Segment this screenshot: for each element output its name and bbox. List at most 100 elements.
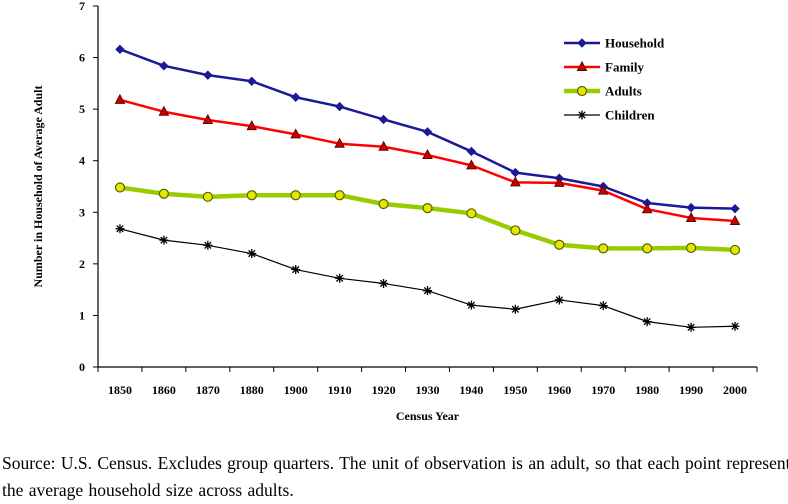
children-point	[335, 273, 345, 283]
adults-point	[466, 208, 477, 219]
y-tick-label: 6	[79, 51, 85, 65]
children-point	[554, 295, 564, 305]
x-tick-label: 1900	[284, 383, 308, 397]
x-tick-label: 2000	[723, 383, 747, 397]
household-point	[115, 44, 125, 55]
children-point	[510, 304, 520, 314]
x-tick-labels: 1850 1860 1870 1880 1900 1910 1920 1930 1940 1950…	[108, 383, 747, 397]
household-point	[510, 167, 521, 178]
adults-point	[290, 190, 301, 201]
children-point	[686, 322, 696, 332]
legend-item-household: Household	[564, 36, 665, 51]
family-point	[158, 105, 170, 116]
x-tick-label: 1860	[152, 383, 176, 397]
family-point	[729, 214, 741, 226]
legend-label: Household	[605, 36, 665, 51]
x-tick-label: 1960	[547, 383, 571, 397]
adults-point	[378, 198, 389, 210]
adults-point	[334, 190, 345, 201]
children-line	[119, 228, 736, 328]
family-point	[685, 211, 697, 222]
family-point	[290, 128, 302, 139]
x-tick-label: 1910	[328, 383, 352, 397]
children-point	[466, 300, 476, 310]
family-point	[641, 203, 653, 214]
series-children	[115, 224, 740, 332]
family-point	[334, 137, 345, 148]
x-tick-label: 1930	[416, 383, 440, 397]
chart-axes	[93, 5, 758, 372]
adults-point	[422, 203, 433, 214]
children-point	[159, 235, 169, 245]
adults-point	[202, 191, 213, 202]
y-tick-label: 1	[79, 308, 85, 322]
children-point	[203, 240, 213, 250]
adults-point	[158, 188, 169, 199]
children-point	[730, 321, 740, 331]
y-tick-label: 7	[79, 0, 85, 13]
y-tick-labels: 0 1 2 3 4 5 6 7	[79, 0, 85, 374]
legend-marker	[577, 110, 587, 120]
household-point	[422, 127, 433, 137]
household-point	[686, 202, 696, 213]
household-point	[378, 114, 389, 125]
household-point	[203, 70, 213, 80]
y-tick-label: 4	[79, 154, 85, 168]
x-tick-label: 1970	[591, 383, 615, 397]
household-point	[247, 76, 257, 87]
children-point	[598, 301, 608, 311]
children-point	[247, 249, 257, 259]
family-point	[553, 176, 565, 187]
household-point	[334, 101, 345, 112]
x-tick-label: 1980	[635, 383, 659, 397]
children-point	[379, 278, 389, 288]
children-point	[423, 286, 432, 296]
children-point	[115, 224, 125, 234]
x-tick-label: 1920	[372, 383, 396, 397]
legend-item-children: Children	[564, 108, 655, 123]
household-point	[290, 92, 301, 102]
series-household	[115, 44, 740, 214]
adults-point	[114, 182, 126, 193]
x-tick-label: 1850	[108, 383, 132, 397]
legend-label: Family	[605, 60, 644, 75]
family-point	[246, 120, 258, 131]
family-point	[202, 113, 214, 124]
series-family	[114, 93, 741, 226]
series-layer	[114, 44, 741, 332]
household-point	[730, 203, 740, 214]
legend-label: Adults	[605, 84, 642, 99]
adults-point	[685, 242, 697, 253]
legend-marker	[576, 85, 588, 97]
family-point	[510, 176, 521, 187]
children-point	[291, 265, 301, 275]
x-tick-label: 1940	[459, 383, 483, 397]
adults-point	[598, 243, 609, 254]
adults-point	[642, 243, 653, 254]
adults-point	[510, 225, 521, 236]
x-tick-label: 1870	[196, 383, 220, 397]
series-adults	[114, 182, 741, 256]
family-point	[597, 184, 609, 195]
adults-point	[554, 239, 565, 250]
figure-caption: Source: U.S. Census. Excludes group quar…	[2, 453, 788, 500]
legend-marker	[577, 38, 587, 48]
x-tick-label: 1990	[679, 383, 703, 397]
legend-item-adults: Adults	[564, 84, 642, 99]
legend-marker	[576, 60, 588, 71]
family-point	[378, 140, 389, 151]
x-axis-title: Census Year	[396, 409, 460, 423]
legend: Household Family Adults Children	[564, 36, 665, 123]
household-point	[466, 146, 477, 157]
x-tick-label: 1950	[503, 383, 527, 397]
family-point	[422, 148, 433, 160]
family-point	[466, 159, 477, 170]
adults-point	[246, 190, 257, 201]
adults-point	[729, 244, 741, 256]
legend-label: Children	[605, 108, 655, 123]
x-tick-label: 1880	[240, 383, 264, 397]
y-axis-title: Number in Household of Average Adult	[31, 86, 45, 288]
family-point	[114, 93, 126, 104]
household-point	[159, 61, 169, 71]
y-tick-label: 3	[79, 205, 85, 219]
